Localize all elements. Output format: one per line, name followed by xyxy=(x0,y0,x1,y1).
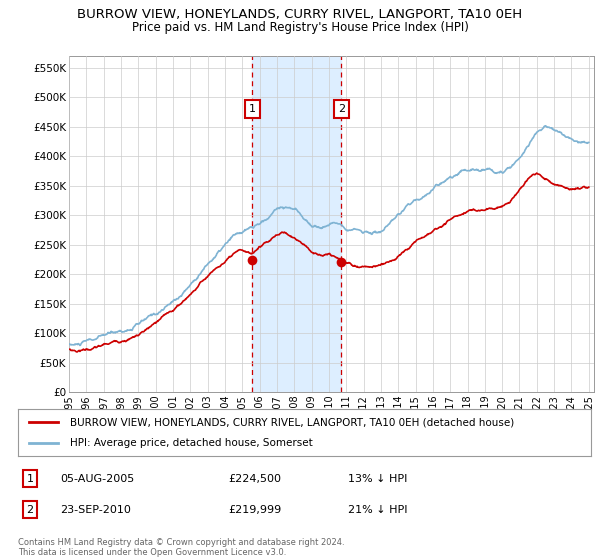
Text: 13% ↓ HPI: 13% ↓ HPI xyxy=(348,474,407,484)
Text: £219,999: £219,999 xyxy=(228,505,281,515)
Text: HPI: Average price, detached house, Somerset: HPI: Average price, detached house, Some… xyxy=(70,438,313,448)
Text: BURROW VIEW, HONEYLANDS, CURRY RIVEL, LANGPORT, TA10 0EH: BURROW VIEW, HONEYLANDS, CURRY RIVEL, LA… xyxy=(77,8,523,21)
Text: BURROW VIEW, HONEYLANDS, CURRY RIVEL, LANGPORT, TA10 0EH (detached house): BURROW VIEW, HONEYLANDS, CURRY RIVEL, LA… xyxy=(70,417,514,427)
Text: 23-SEP-2010: 23-SEP-2010 xyxy=(60,505,131,515)
Text: 2: 2 xyxy=(26,505,34,515)
Text: 21% ↓ HPI: 21% ↓ HPI xyxy=(348,505,407,515)
Text: Price paid vs. HM Land Registry's House Price Index (HPI): Price paid vs. HM Land Registry's House … xyxy=(131,21,469,34)
Text: 1: 1 xyxy=(26,474,34,484)
Bar xyxy=(253,56,341,392)
Text: £224,500: £224,500 xyxy=(228,474,281,484)
Text: 2: 2 xyxy=(338,104,345,114)
Text: Contains HM Land Registry data © Crown copyright and database right 2024.
This d: Contains HM Land Registry data © Crown c… xyxy=(18,538,344,557)
Text: 1: 1 xyxy=(249,104,256,114)
Text: 05-AUG-2005: 05-AUG-2005 xyxy=(60,474,134,484)
